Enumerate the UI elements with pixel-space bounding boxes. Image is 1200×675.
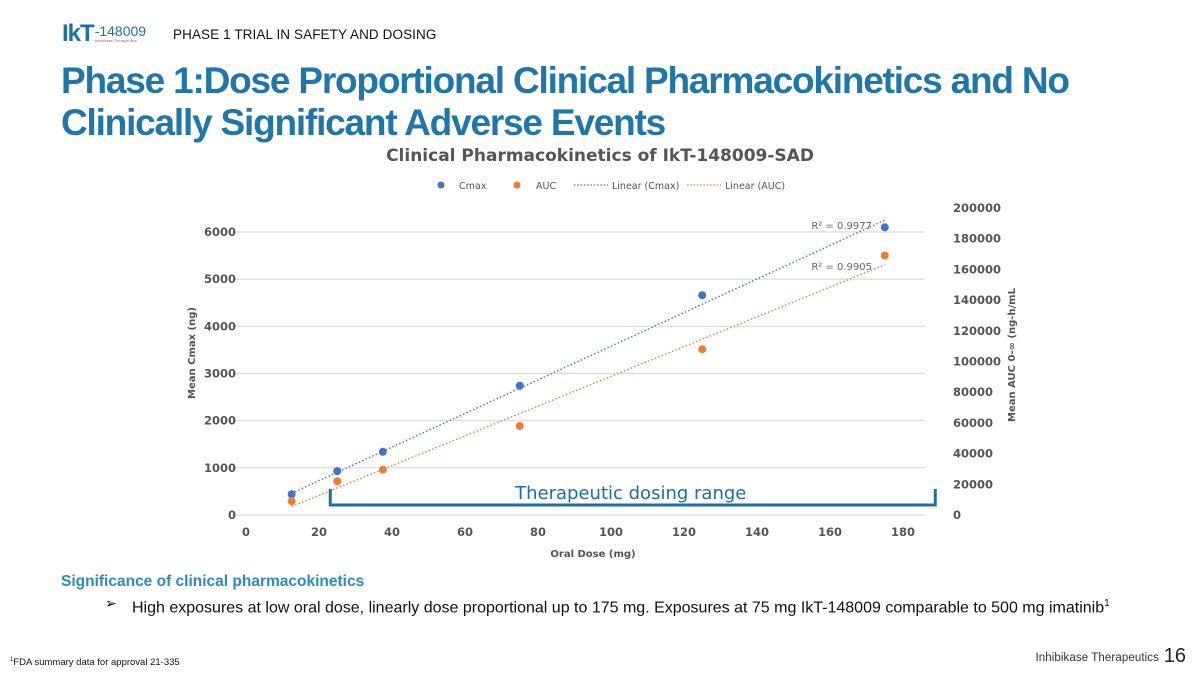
y-tick-label: 6000 (204, 225, 236, 239)
data-point-auc (880, 251, 889, 260)
arrow-bullet-icon: ➢ (105, 595, 117, 611)
company-logo: IkT -148009 Inhibikase Therapeutics (62, 22, 146, 48)
r2-label-cmax: R² = 0.9977 (811, 221, 872, 232)
x-tick-label: 20 (311, 525, 327, 539)
x-tick-label: 60 (457, 525, 473, 539)
x-tick-label: 80 (530, 525, 546, 539)
trendline-auc (291, 264, 886, 508)
data-point-auc (378, 465, 387, 474)
bullet-text: High exposures at low oral dose, linearl… (132, 599, 1105, 617)
y2-tick-label: 0 (953, 508, 961, 522)
y2-tick-label: 140000 (953, 293, 1001, 307)
x-tick-label: 0 (242, 525, 250, 539)
logo-subtext: Inhibikase Therapeutics (94, 38, 137, 43)
legend-cmax-label: Cmax (459, 181, 487, 192)
data-point-cmax (515, 381, 524, 390)
data-point-auc (698, 345, 707, 354)
legend-auc-marker (513, 181, 521, 189)
data-point-cmax (880, 223, 889, 232)
y2-tick-label: 120000 (953, 324, 1001, 338)
footnote: 1FDA summary data for approval 21-335 (10, 657, 180, 668)
bullet-text-wrap: High exposures at low oral dose, linearl… (132, 593, 1110, 618)
therapeutic-range-bracket (328, 489, 937, 507)
legend-cmax-marker (437, 181, 445, 189)
chart-legend: Cmax AUC Linear (Cmax) Linear (AUC) (437, 181, 785, 192)
x-axis-title: Oral Dose (mg) (550, 549, 635, 560)
x-tick-label: 180 (891, 525, 915, 539)
data-point-auc (333, 477, 342, 486)
chart-title: Clinical Pharmacokinetics of IkT-148009-… (386, 146, 814, 166)
legend-auc-label: AUC (536, 181, 556, 192)
y-tick-label: 3000 (204, 367, 236, 381)
x-tick-label: 160 (818, 525, 842, 539)
y2-tick-label: 60000 (953, 416, 993, 430)
legend-linear-cmax-label: Linear (Cmax) (612, 181, 679, 192)
company-name: Inhibikase Therapeutics (1035, 652, 1159, 664)
y-tick-label: 0 (228, 508, 236, 522)
y-tick-label: 2000 (204, 414, 236, 428)
y-tick-label: 1000 (204, 461, 236, 475)
r2-label-auc: R² = 0.9905 (811, 262, 872, 273)
y2-axis-title: Mean AUC 0-∞ (ng-h/mL (1007, 287, 1018, 422)
significance-heading: Significance of clinical pharmacokinetic… (61, 573, 365, 590)
data-point-cmax (698, 291, 707, 300)
x-tick-label: 140 (745, 525, 769, 539)
data-point-cmax (378, 447, 387, 456)
data-point-auc (287, 497, 296, 506)
legend-linear-auc-label: Linear (AUC) (725, 181, 785, 192)
data-point-cmax (333, 467, 342, 476)
page-title: Phase 1:Dose Proportional Clinical Pharm… (61, 60, 1070, 143)
footnote-marker: 1 (10, 657, 14, 663)
y2-tick-label: 100000 (953, 355, 1001, 369)
data-point-cmax (287, 490, 296, 499)
logo-ikt-text: IkT (62, 20, 95, 47)
logo-number: -148009 (94, 23, 147, 39)
y2-tick-label: 80000 (953, 385, 993, 399)
x-tick-label: 40 (384, 525, 400, 539)
y2-tick-label: 20000 (953, 477, 993, 491)
section-label: PHASE 1 TRIAL IN SAFETY AND DOSING (173, 27, 437, 42)
y2-tick-label: 180000 (953, 232, 1001, 246)
footnote-text: FDA summary data for approval 21-335 (13, 657, 180, 669)
therapeutic-range-label: Therapeutic dosing range (514, 483, 746, 504)
x-tick-label: 120 (672, 525, 696, 539)
x-tick-label: 100 (599, 525, 623, 539)
y2-tick-label: 200000 (953, 201, 1001, 215)
y2-tick-label: 40000 (953, 447, 993, 461)
significance-bullet: ➢ High exposures at low oral dose, linea… (105, 593, 1115, 618)
bullet-footnote-ref: 1 (1104, 598, 1110, 609)
page-number: 16 (1163, 645, 1186, 667)
y-tick-label: 5000 (204, 272, 236, 286)
trendline-cmax (291, 219, 886, 494)
data-point-auc (515, 421, 524, 430)
y2-tick-label: 160000 (953, 262, 1001, 276)
y-tick-label: 4000 (204, 319, 236, 333)
y-axis-title: Mean Cmax (ng) (187, 307, 198, 399)
